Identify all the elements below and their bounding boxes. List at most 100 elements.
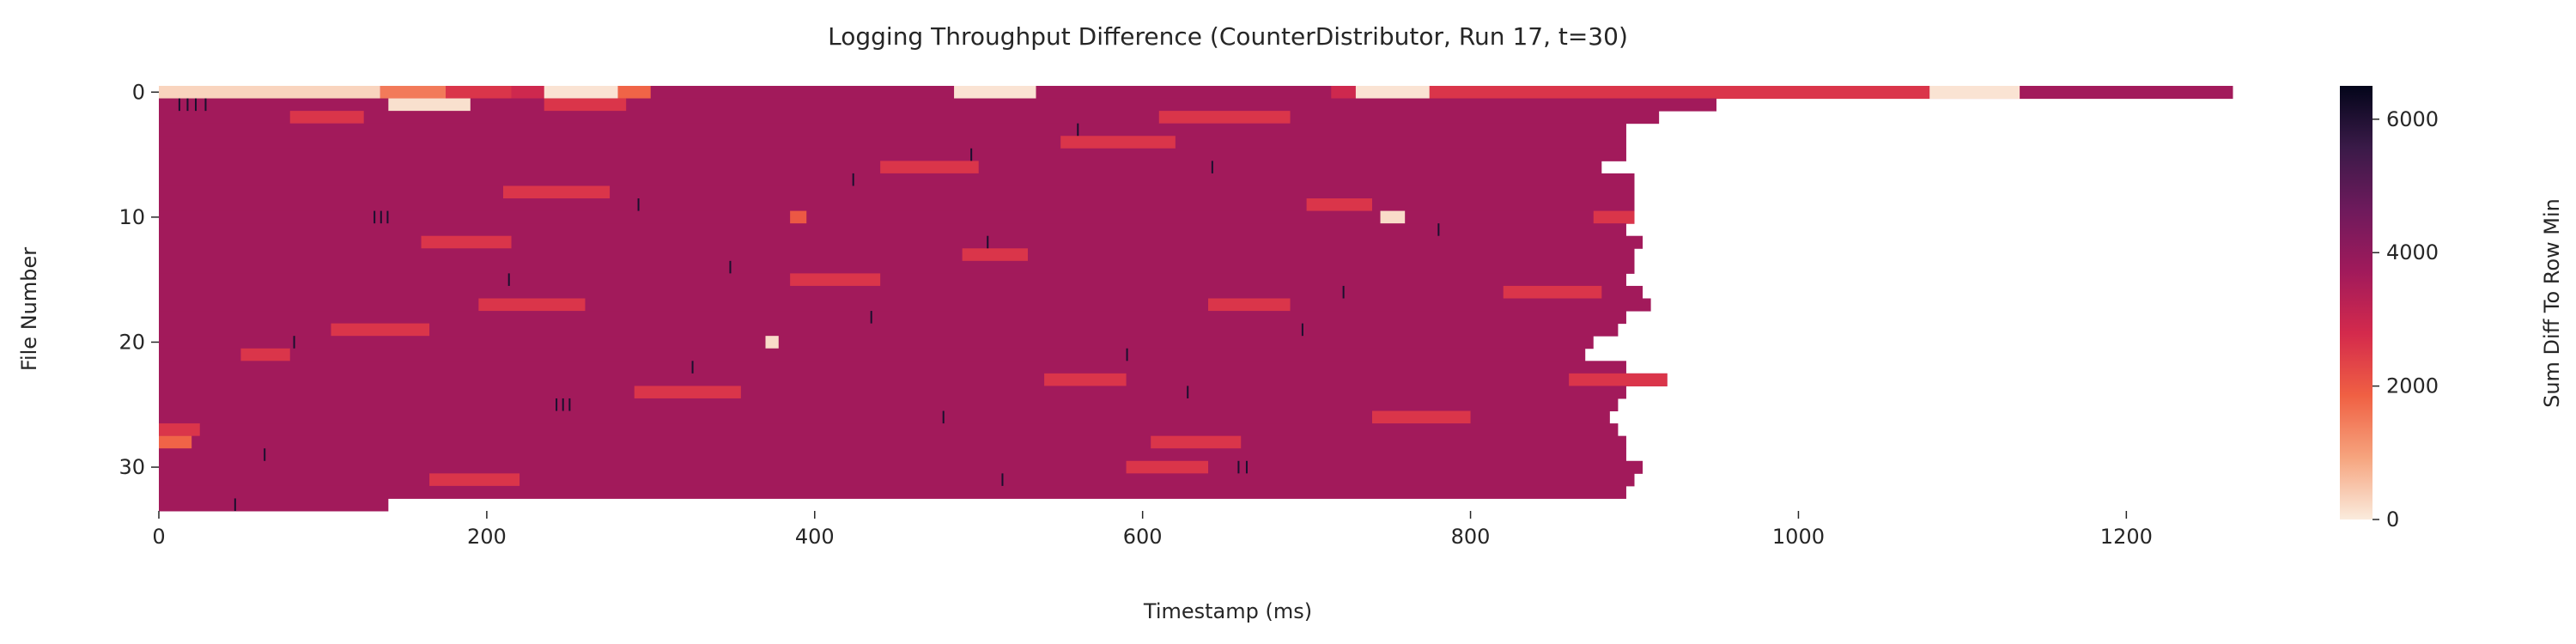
heatmap-outlier-mark <box>264 448 266 461</box>
x-tick-label: 1200 <box>2100 525 2153 549</box>
heatmap-cell <box>478 298 586 312</box>
heatmap-row <box>159 198 1635 212</box>
colorbar-tick-label: 4000 <box>2386 240 2439 264</box>
heatmap-cell <box>1044 373 1127 386</box>
heatmap-cell <box>240 348 290 361</box>
heatmap-row <box>159 260 1635 274</box>
heatmap-outlier-mark <box>374 210 376 224</box>
heatmap-cell <box>880 161 979 174</box>
heatmap-row <box>159 398 1619 412</box>
heatmap-outlier-mark <box>1211 161 1213 173</box>
heatmap-cell <box>446 86 512 100</box>
heatmap-row <box>159 498 389 512</box>
x-tick-label: 200 <box>467 525 507 549</box>
heatmap-cell <box>1306 198 1372 212</box>
heatmap-cell <box>380 86 447 100</box>
heatmap-outlier-mark <box>507 273 510 286</box>
heatmap-cell <box>954 86 1036 100</box>
heatmap-cell <box>421 235 512 249</box>
heatmap-outlier-mark <box>852 173 854 186</box>
x-axis-label: Timestamp (ms) <box>1143 599 1312 623</box>
heatmap-outlier-mark <box>970 148 973 161</box>
colorbar-tick-label: 0 <box>2386 507 2399 532</box>
heatmap-row <box>159 473 1635 487</box>
heatmap-cell <box>1380 210 1406 224</box>
y-axis-label: File Number <box>17 247 41 371</box>
heatmap-row <box>159 111 1660 125</box>
heatmap-outlier-mark <box>1237 460 1240 474</box>
x-tick-label: 800 <box>1451 525 1491 549</box>
heatmap-cell <box>1593 210 1635 224</box>
heatmap-row <box>159 361 1626 374</box>
heatmap-row <box>159 136 1626 149</box>
heatmap-row <box>159 148 1626 161</box>
heatmap-cell <box>634 386 741 399</box>
heatmap-row <box>159 323 1619 337</box>
heatmap-row <box>159 298 1651 312</box>
heatmap-outlier-mark <box>729 260 732 274</box>
heatmap-plot-area <box>159 86 2233 512</box>
heatmap-outlier-mark <box>942 410 945 424</box>
x-tick-label: 600 <box>1123 525 1163 549</box>
heatmap-row <box>159 336 1594 349</box>
heatmap-cell <box>1126 460 1209 474</box>
heatmap-row <box>159 311 1626 325</box>
heatmap-outlier-mark <box>293 336 295 349</box>
heatmap-row <box>159 410 1610 424</box>
heatmap-outlier-mark <box>1126 348 1128 361</box>
heatmap-outlier-mark <box>178 98 180 112</box>
heatmap-cell <box>544 98 627 112</box>
x-axis: 0 200 400 600 800 1000 1200 <box>152 511 2153 549</box>
heatmap-row <box>159 386 1626 399</box>
chart-title: Logging Throughput Difference (CounterDi… <box>828 22 1628 51</box>
heatmap-row <box>159 285 1643 299</box>
heatmap-cell <box>331 323 430 337</box>
heatmap-cell <box>159 435 192 449</box>
x-tick-label: 400 <box>795 525 835 549</box>
heatmap-cell <box>1208 298 1291 312</box>
heatmap-row <box>159 123 1626 137</box>
heatmap-cell <box>388 98 471 112</box>
heatmap-cell <box>790 210 807 224</box>
heatmap-outlier-mark <box>1245 460 1248 474</box>
colorbar-label: Sum Diff To Row Min <box>2540 198 2564 408</box>
y-axis: 0 10 20 30 <box>118 80 159 479</box>
heatmap-row <box>159 423 1619 437</box>
x-tick-label: 0 <box>152 525 165 549</box>
x-tick-label: 1000 <box>1772 525 1825 549</box>
heatmap-cell <box>617 86 651 100</box>
heatmap-row <box>159 460 1643 474</box>
y-tick-label: 10 <box>118 205 145 229</box>
heatmap-cell <box>765 336 779 349</box>
heatmap-outlier-mark <box>870 311 872 324</box>
heatmap-cell <box>289 111 364 125</box>
heatmap-cell <box>1929 86 2020 100</box>
heatmap-cell <box>2020 86 2233 100</box>
heatmap-row <box>159 485 1626 499</box>
y-tick-label: 20 <box>118 330 145 354</box>
heatmap-outlier-mark <box>380 210 382 224</box>
heatmap-outlier-mark <box>691 361 694 374</box>
heatmap-cell <box>429 473 520 487</box>
heatmap-outlier-mark <box>1342 285 1345 299</box>
heatmap-cell <box>1429 86 1930 100</box>
heatmap-row <box>159 210 1635 224</box>
heatmap-row <box>159 348 1586 361</box>
heatmap-row <box>159 173 1635 186</box>
heatmap-cell <box>1371 410 1471 424</box>
heatmap-row <box>159 248 1635 262</box>
heatmap-outlier-mark <box>1077 123 1079 137</box>
colorbar-tick-label: 6000 <box>2386 107 2439 131</box>
heatmap-cell <box>1158 111 1291 125</box>
heatmap-cell <box>1060 136 1176 149</box>
heatmap-cell <box>502 185 611 199</box>
heatmap-cell <box>159 86 380 100</box>
heatmap-cell <box>962 248 1029 262</box>
heatmap-outlier-mark <box>556 398 558 411</box>
heatmap-cell <box>1503 285 1602 299</box>
colorbar <box>2340 86 2372 519</box>
colorbar-ticks: 0 2000 4000 6000 <box>2372 107 2439 532</box>
heatmap-outlier-mark <box>186 98 189 112</box>
heatmap-cell <box>1151 435 1242 449</box>
